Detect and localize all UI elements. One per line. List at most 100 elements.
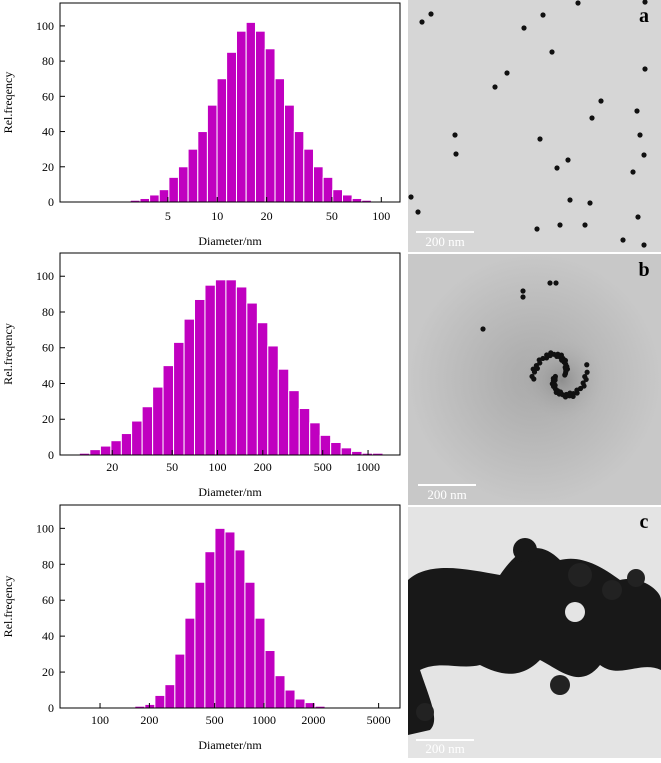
panel-label: c	[640, 511, 649, 533]
particle	[537, 360, 543, 366]
particle	[582, 374, 588, 380]
bar	[284, 689, 296, 709]
bar	[139, 197, 151, 203]
plot-frame	[59, 504, 401, 709]
y-axis-title: Rel.freqency	[1, 323, 15, 385]
particle	[537, 136, 543, 142]
bar	[312, 166, 324, 203]
x-tick-label: 200	[254, 460, 272, 474]
x-tick-label: 200	[140, 713, 158, 727]
plot-frame	[59, 252, 401, 456]
bar	[303, 148, 314, 203]
x-tick-label: 1000	[356, 460, 380, 474]
bar	[164, 684, 176, 709]
particle	[415, 209, 421, 215]
particle	[492, 84, 498, 90]
particle	[534, 226, 540, 232]
particle	[641, 242, 647, 248]
bar	[197, 131, 208, 203]
y-tick-label: 100	[36, 521, 54, 535]
bar	[274, 675, 286, 709]
panel-label: a	[639, 5, 649, 27]
y-tick-label: 40	[42, 629, 54, 643]
x-tick-label: 100	[91, 713, 109, 727]
particle	[504, 70, 510, 76]
particle	[540, 12, 546, 18]
particle	[635, 214, 641, 220]
particle	[520, 288, 526, 294]
y-tick-label: 20	[42, 160, 54, 174]
particle	[567, 390, 573, 396]
particle	[534, 365, 541, 372]
bar	[194, 581, 206, 709]
bar	[149, 194, 160, 203]
tem-image-c	[408, 507, 661, 758]
y-tick-label: 80	[42, 54, 54, 68]
particle	[531, 376, 537, 382]
y-tick-label: 100	[36, 19, 54, 33]
particle	[568, 563, 592, 587]
particle	[641, 152, 647, 158]
particle	[557, 222, 563, 228]
particle	[552, 377, 558, 383]
bar	[235, 286, 248, 456]
bar	[340, 447, 353, 456]
bar	[245, 21, 256, 203]
tem-image-b	[408, 254, 661, 505]
y-tick-label: 60	[42, 341, 54, 355]
particle	[562, 364, 568, 370]
particle	[582, 222, 588, 228]
panel-label: b	[638, 259, 649, 281]
particle	[589, 115, 595, 121]
bar	[141, 406, 154, 456]
x-tick-label: 500	[314, 460, 332, 474]
x-tick-label: 500	[206, 713, 224, 727]
bar	[341, 194, 353, 203]
bar	[204, 284, 216, 456]
particle	[630, 169, 636, 175]
particle	[642, 0, 648, 5]
bar	[206, 104, 218, 203]
y-tick-label: 80	[42, 557, 54, 571]
particle	[549, 49, 555, 55]
particle	[587, 200, 593, 206]
x-axis-title: Diameter/nm	[198, 485, 262, 499]
x-axis-title: Diameter/nm	[198, 234, 262, 248]
x-tick-label: 20	[106, 460, 118, 474]
bar	[120, 433, 133, 456]
bar	[254, 617, 266, 709]
bar	[274, 78, 286, 203]
bar	[264, 48, 276, 203]
bar	[162, 365, 175, 456]
bar	[254, 30, 266, 203]
bar	[224, 531, 236, 709]
tem-image-a	[408, 0, 661, 252]
bar	[322, 176, 334, 203]
bar	[284, 104, 295, 203]
particle	[480, 326, 486, 332]
y-tick-label: 80	[42, 305, 54, 319]
bar	[216, 78, 228, 203]
particle	[453, 151, 459, 157]
particle	[557, 389, 564, 395]
x-tick-label: 50	[326, 209, 338, 223]
bar	[183, 318, 196, 456]
y-tick-label: 20	[42, 412, 54, 426]
bar	[99, 445, 112, 456]
particle	[634, 108, 640, 114]
x-tick-label: 100	[208, 460, 226, 474]
tem-background	[408, 0, 661, 252]
bar	[298, 408, 311, 456]
bar	[294, 698, 306, 709]
particle	[543, 355, 550, 361]
bar	[152, 386, 164, 456]
particle	[408, 194, 414, 200]
particle	[550, 675, 570, 695]
particle	[521, 25, 527, 31]
bar	[351, 197, 363, 203]
y-tick-label: 0	[48, 448, 54, 462]
particle	[637, 132, 643, 138]
bar	[131, 420, 143, 456]
x-tick-label: 50	[166, 460, 178, 474]
y-tick-label: 0	[48, 195, 54, 209]
